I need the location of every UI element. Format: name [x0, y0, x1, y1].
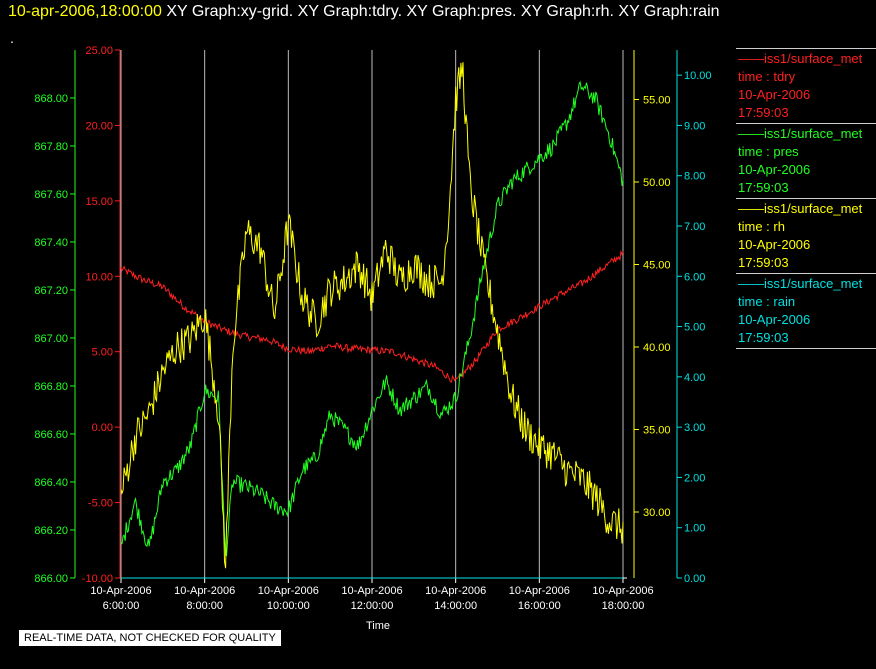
rain-tick-label: 5.00 [684, 322, 705, 334]
rh-tick-label: 55.00 [643, 95, 671, 107]
x-tick-label-time: 16:00:00 [518, 600, 561, 612]
tdry-tick-label: 20.00 [85, 120, 113, 132]
header-graph-list: XY Graph:xy-grid. XY Graph:tdry. XY Grap… [166, 3, 720, 20]
x-tick-label-date: 10-Apr-2006 [258, 585, 319, 597]
rh-tick-label: 30.00 [643, 507, 671, 519]
legend: ——iss1/surface_met time : tdry 10-Apr-2006… [736, 48, 876, 349]
series-line-rh [120, 62, 624, 569]
pres-tick-label: 867.60 [34, 189, 68, 201]
rain-tick-label: 3.00 [684, 422, 705, 434]
pres-tick-label: 868.00 [34, 93, 68, 105]
pres-tick-label: 866.20 [34, 525, 68, 537]
tdry-tick-label: 0.00 [92, 422, 113, 434]
pres-tick-label: 867.20 [34, 285, 68, 297]
pres-tick-label: 866.00 [34, 573, 68, 585]
pres-tick-label: 867.00 [34, 333, 68, 345]
legend-variable: time : tdry [738, 69, 796, 84]
pres-tick-label: 866.60 [34, 429, 68, 441]
legend-time: 17:59:03 [738, 105, 789, 120]
tdry-tick-label: 10.00 [85, 271, 113, 283]
pres-tick-label: 866.40 [34, 477, 68, 489]
legend-variable: time : rain [738, 294, 796, 309]
rain-tick-label: 6.00 [684, 271, 705, 283]
tdry-tick-label: 5.00 [92, 347, 113, 359]
legend-series-name: ——iss1/surface_met [738, 276, 863, 291]
window-title: 10-apr-2006,18:00:00 XY Graph:xy-grid. X… [8, 3, 720, 21]
x-tick-label-time: 10:00:00 [267, 600, 310, 612]
legend-series-name: ——iss1/surface_met [738, 126, 863, 141]
pres-tick-label: 867.40 [34, 237, 68, 249]
tdry-tick-label: -5.00 [88, 498, 113, 510]
x-tick-label-time: 6:00:00 [103, 600, 140, 612]
x-tick-label-date: 10-Apr-2006 [341, 585, 402, 597]
x-tick-label-time: 12:00:00 [351, 600, 394, 612]
legend-series-name: ——iss1/surface_met [738, 51, 863, 66]
header-dot: . [10, 30, 14, 46]
legend-date: 10-Apr-2006 [738, 237, 811, 252]
rh-tick-label: 40.00 [643, 342, 671, 354]
rain-tick-label: 2.00 [684, 472, 705, 484]
legend-variable: time : rh [738, 219, 785, 234]
legend-variable: time : pres [738, 144, 799, 159]
rain-tick-label: 4.00 [684, 372, 705, 384]
legend-time: 17:59:03 [738, 180, 789, 195]
rh-tick-label: 35.00 [643, 425, 671, 437]
quality-disclaimer: REAL-TIME DATA, NOT CHECKED FOR QUALITY [19, 630, 281, 646]
x-tick-label-time: 8:00:00 [186, 600, 223, 612]
legend-date: 10-Apr-2006 [738, 87, 811, 102]
rain-tick-label: 7.00 [684, 221, 705, 233]
rain-tick-label: 9.00 [684, 120, 705, 132]
rain-tick-label: 10.00 [684, 70, 712, 82]
x-tick-label-date: 10-Apr-2006 [90, 585, 151, 597]
legend-time: 17:59:03 [738, 255, 789, 270]
x-tick-label-date: 10-Apr-2006 [425, 585, 486, 597]
x-tick-label-time: 18:00:00 [602, 600, 645, 612]
legend-time: 17:59:03 [738, 330, 789, 345]
rain-tick-label: 8.00 [684, 171, 705, 183]
x-tick-label-time: 14:00:00 [434, 600, 477, 612]
header-datetime: 10-apr-2006,18:00:00 [8, 3, 162, 20]
rh-tick-label: 50.00 [643, 177, 671, 189]
pres-tick-label: 866.80 [34, 381, 68, 393]
rain-tick-label: 0.00 [684, 573, 705, 585]
legend-date: 10-Apr-2006 [738, 162, 811, 177]
pres-tick-label: 867.80 [34, 141, 68, 153]
series-line-pres [120, 80, 624, 557]
legend-series-name: ——iss1/surface_met [738, 201, 863, 216]
rh-tick-label: 45.00 [643, 260, 671, 272]
x-tick-label-date: 10-Apr-2006 [174, 585, 235, 597]
tdry-tick-label: 25.00 [85, 45, 113, 57]
x-tick-label-date: 10-Apr-2006 [509, 585, 570, 597]
rain-tick-label: 1.00 [684, 523, 705, 535]
tdry-tick-label: -10.00 [82, 573, 113, 585]
x-axis-title: Time [366, 620, 390, 632]
legend-date: 10-Apr-2006 [738, 312, 811, 327]
x-tick-label-date: 10-Apr-2006 [592, 585, 653, 597]
tdry-tick-label: 15.00 [85, 196, 113, 208]
